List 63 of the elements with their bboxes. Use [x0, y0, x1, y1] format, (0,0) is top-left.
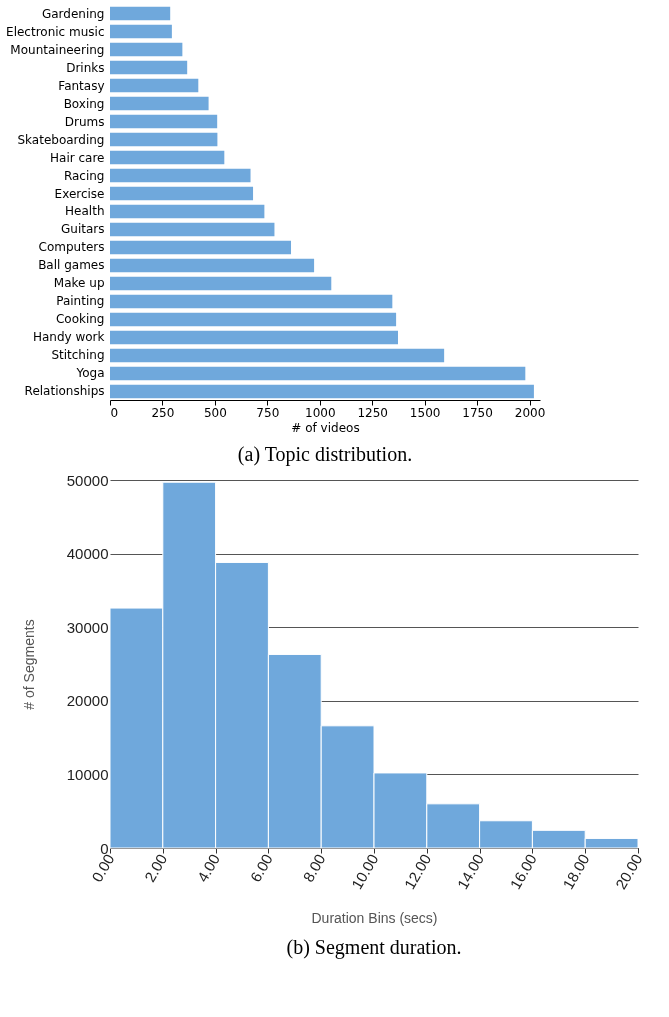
y-tick-label: Cooking — [55, 312, 105, 327]
x-tick-label: 500 — [203, 405, 227, 420]
bar — [110, 312, 397, 327]
y-tick-label: Hair care — [50, 150, 105, 165]
y-tick-label: Gardening — [41, 6, 105, 21]
bar — [110, 186, 254, 201]
y-axis-title: # of Segments — [20, 619, 37, 710]
bar — [110, 42, 183, 57]
y-tick-label: Stitching — [51, 348, 105, 363]
x-tick-label: 0 — [110, 405, 119, 420]
bar — [110, 132, 218, 147]
bar — [110, 276, 332, 291]
y-tick-label: Electronic music — [6, 24, 105, 39]
bar — [110, 78, 199, 93]
y-tick-label: 30000 — [66, 618, 109, 636]
y-tick-label: Make up — [53, 276, 105, 291]
y-tick-label: Drinks — [66, 60, 105, 75]
y-tick-label: Exercise — [54, 186, 105, 201]
bar — [110, 384, 534, 399]
y-tick-label: Drums — [64, 114, 105, 129]
y-tick-label: Health — [65, 204, 105, 219]
x-axis-title: Duration Bins (secs) — [311, 910, 438, 927]
bar — [110, 150, 225, 165]
y-tick-label: 10000 — [66, 765, 109, 783]
bar — [110, 222, 275, 237]
y-tick-label: Ball games — [38, 258, 105, 273]
text: (b) Segment duration. — [286, 935, 462, 959]
bar — [110, 258, 315, 273]
text: (a) Topic distribution. — [237, 443, 413, 466]
bar — [110, 204, 265, 219]
y-tick-label: 50000 — [66, 471, 109, 489]
y-tick-label: Relationships — [24, 384, 105, 399]
bar — [110, 168, 251, 183]
y-tick-label: Fantasy — [58, 78, 105, 93]
y-tick-label: Painting — [56, 294, 105, 309]
y-tick-label: Guitars — [61, 222, 105, 237]
y-tick-label: 40000 — [66, 545, 109, 563]
x-tick-label: 1250 — [357, 405, 388, 420]
bar — [110, 114, 218, 129]
y-tick-label: Mountaineering — [10, 42, 105, 57]
y-tick-label: Computers — [38, 240, 105, 255]
x-tick-label: 1750 — [462, 405, 493, 420]
bar — [110, 6, 171, 21]
bar — [110, 294, 393, 309]
y-tick-label: 20000 — [66, 692, 109, 710]
y-tick-label: Handy work — [32, 330, 105, 345]
x-axis-title: # of videos — [291, 420, 360, 435]
bar — [110, 24, 172, 39]
x-tick-label: 1000 — [304, 405, 336, 420]
y-tick-label: Yoga — [75, 366, 105, 381]
bar — [110, 60, 188, 75]
x-tick-label: 750 — [256, 405, 280, 420]
x-tick-label: 250 — [151, 405, 175, 420]
bar — [110, 330, 398, 345]
x-tick-label: 1500 — [409, 405, 441, 420]
bar — [110, 96, 209, 111]
bar — [110, 348, 445, 363]
bar — [110, 240, 292, 255]
y-tick-label: Boxing — [63, 96, 105, 111]
y-tick-label: Skateboarding — [17, 132, 105, 147]
y-tick-label: Racing — [63, 168, 105, 183]
bar — [110, 366, 526, 381]
x-tick-label: 2000 — [514, 405, 546, 420]
